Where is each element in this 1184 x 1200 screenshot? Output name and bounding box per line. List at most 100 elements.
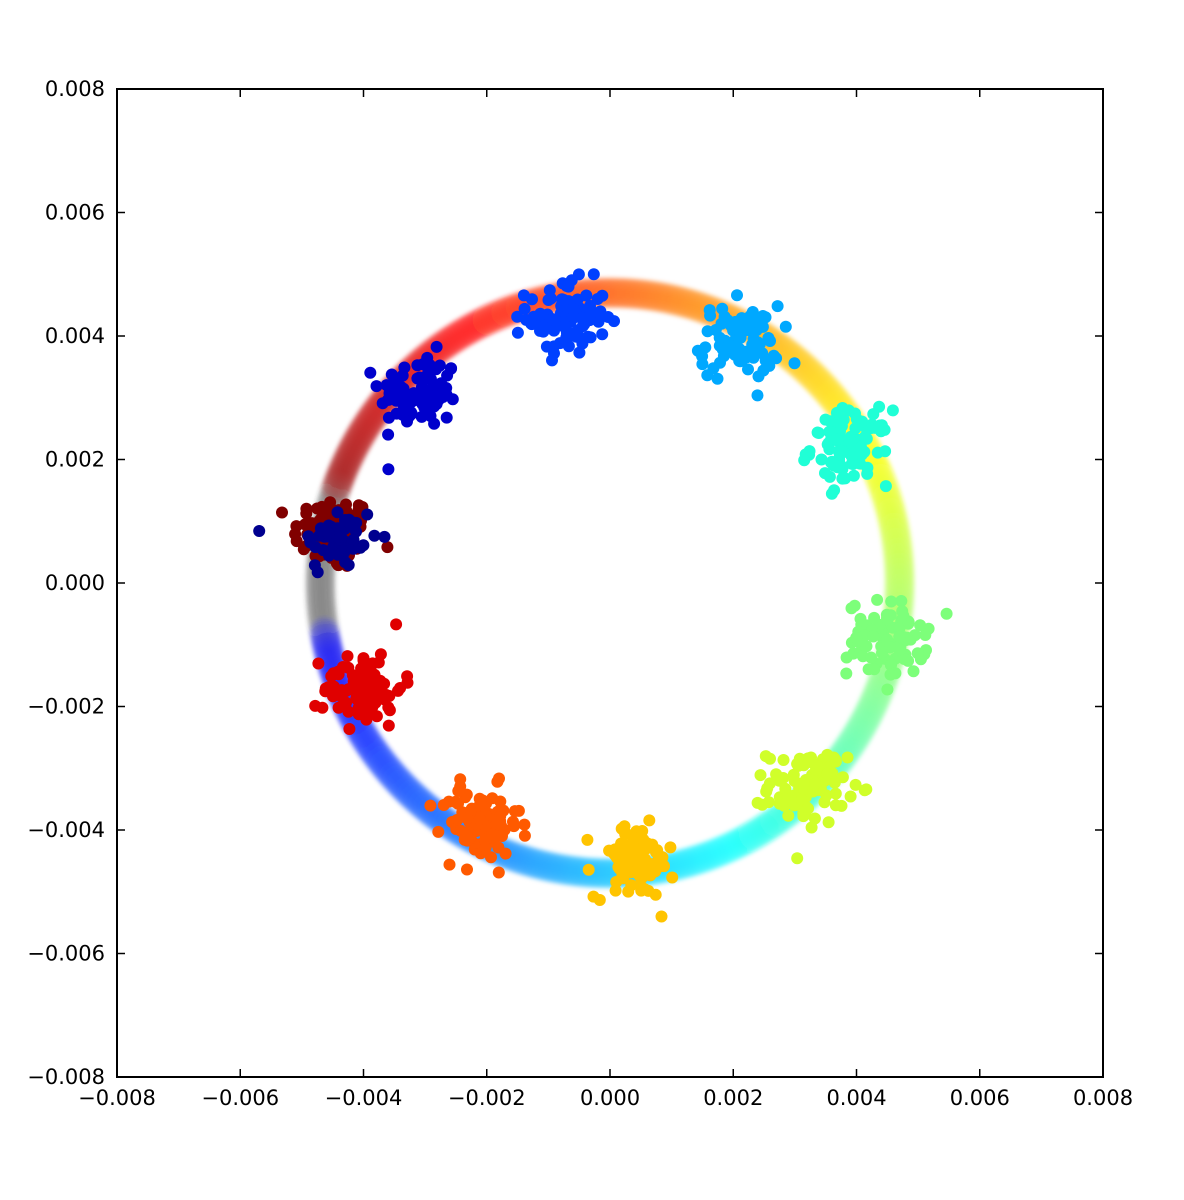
data-point [398,362,410,374]
data-point [850,632,862,644]
data-point [714,332,726,344]
x-tick-label: 0.006 [950,1086,1010,1110]
data-point [791,852,803,864]
data-point [546,354,558,366]
data-point [566,274,578,286]
data-point [620,840,632,852]
data-point [534,325,546,337]
data-point [357,705,369,717]
data-point [276,507,288,519]
data-point [343,706,355,718]
data-point [253,525,265,537]
data-point [823,816,835,828]
data-point [602,311,614,323]
data-point [596,328,608,340]
data-point [383,412,395,424]
data-point [717,343,729,355]
data-point [354,670,366,682]
data-point [821,749,833,761]
data-point [377,397,389,409]
data-point [461,864,473,876]
data-point [616,823,628,835]
data-point [733,355,745,367]
data-point [778,754,790,766]
data-point [462,831,474,843]
data-point [816,454,828,466]
data-point [897,610,909,622]
data-point [849,422,861,434]
data-point [373,657,385,669]
data-point [368,530,380,542]
data-point [361,509,373,521]
data-point [434,360,446,372]
data-point [798,454,810,466]
data-point [791,758,803,770]
ring-segment [325,632,326,638]
data-point [583,864,595,876]
data-point [757,365,769,377]
data-point [658,860,670,872]
data-point [714,357,726,369]
data-point [518,819,530,831]
data-point [534,308,546,320]
data-point [309,700,321,712]
y-tick-label: −0.006 [27,942,105,966]
data-point [366,691,378,703]
data-point [941,608,953,620]
x-tick-label: 0.000 [580,1086,640,1110]
data-point [830,433,842,445]
data-point [893,631,905,643]
data-point [699,341,711,353]
data-point [845,435,857,447]
data-point [850,779,862,791]
data-point [371,710,383,722]
data-point [570,331,582,343]
data-point [434,392,446,404]
data-point [772,300,784,312]
y-tick-label: 0.004 [45,324,105,348]
data-point [379,531,391,543]
data-point [342,650,354,662]
data-point [339,514,351,526]
x-tick-label: −0.004 [325,1086,403,1110]
x-tick-label: −0.002 [448,1086,526,1110]
data-point [493,867,505,879]
y-tick-label: −0.002 [27,695,105,719]
data-point [643,814,655,826]
data-point [494,810,506,822]
data-point [385,379,397,391]
x-tick-label: 0.004 [826,1086,886,1110]
y-tick-label: 0.000 [45,571,105,595]
data-point [752,797,764,809]
data-point [461,812,473,824]
data-point [842,752,854,764]
data-point [637,834,649,846]
data-point [541,341,553,353]
data-point [763,796,775,808]
data-point [382,429,394,441]
x-tick-label: 0.008 [1073,1086,1133,1110]
data-point [826,488,838,500]
data-point [809,778,821,790]
data-point [584,300,596,312]
data-point [762,332,774,344]
data-point [885,596,897,608]
data-point [418,402,430,414]
data-point [441,412,453,424]
data-point [608,847,620,859]
data-point [291,535,303,547]
data-point [580,290,592,302]
data-point [836,800,848,812]
data-point [512,327,524,339]
data-point [879,445,891,457]
data-point [492,842,504,854]
data-point [824,415,836,427]
data-point [381,541,393,553]
data-point [807,757,819,769]
data-point [567,303,579,315]
data-point [558,294,570,306]
data-point [846,602,858,614]
data-point [323,550,335,562]
